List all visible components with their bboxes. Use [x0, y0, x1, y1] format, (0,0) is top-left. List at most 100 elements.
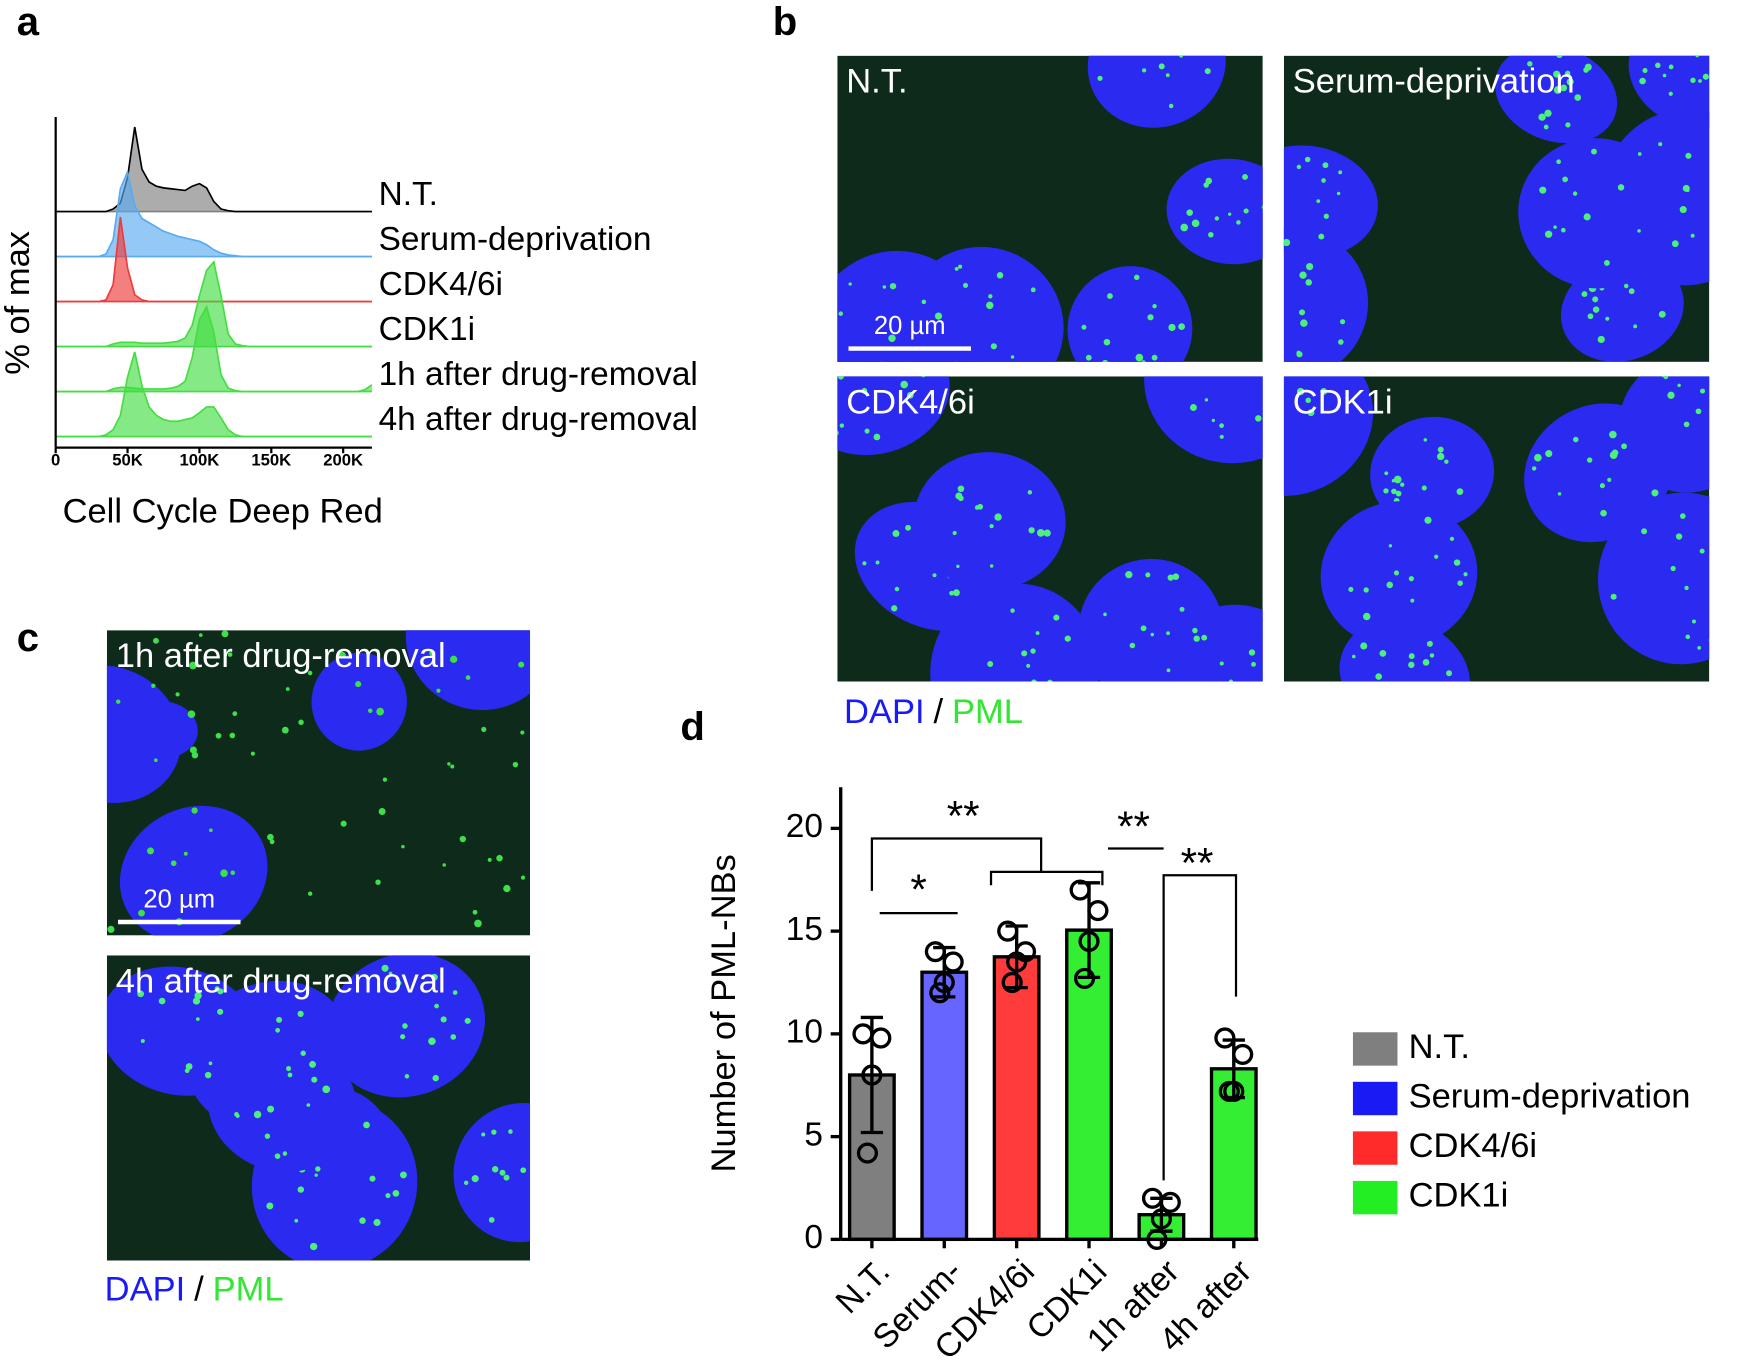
pml-body — [1679, 206, 1687, 214]
pml-body — [340, 820, 347, 827]
pml-body — [1141, 360, 1146, 362]
pml-body — [1393, 570, 1400, 576]
pml-body — [1603, 259, 1610, 266]
pml-body — [1179, 606, 1185, 612]
series-label: CDK1i — [379, 311, 476, 348]
data-point — [1159, 1191, 1181, 1213]
pml-body — [175, 692, 180, 697]
pml-body — [799, 363, 805, 369]
pml-body — [287, 1072, 293, 1078]
pml-body — [1726, 610, 1733, 617]
pml-body — [1388, 544, 1393, 548]
pml-body — [264, 1133, 271, 1139]
pml-body — [1053, 614, 1060, 621]
pml-body — [137, 990, 145, 998]
pml-body — [404, 1074, 410, 1079]
pml-body — [1363, 587, 1369, 593]
pml-body — [442, 863, 446, 867]
pml-body — [1456, 488, 1464, 495]
pml-body — [311, 1076, 318, 1083]
pml-body — [235, 1113, 240, 1119]
pml-body — [253, 1110, 262, 1119]
pml-body — [1340, 319, 1346, 325]
pml-body — [1168, 323, 1176, 332]
ridge-line — [55, 351, 372, 438]
pml-body — [388, 971, 393, 976]
caption-part: DAPI — [105, 1271, 186, 1309]
pml-body — [1191, 219, 1200, 228]
pml-body — [1172, 573, 1180, 581]
pml-body — [932, 573, 937, 578]
pml-body — [429, 650, 436, 657]
caption-part: PML — [952, 693, 1023, 731]
pml-body — [986, 301, 994, 310]
pml-body — [1609, 430, 1617, 439]
pml-body — [891, 605, 898, 612]
pml-body — [1527, 61, 1533, 67]
pml-body — [1133, 274, 1140, 281]
pml-body — [1211, 418, 1216, 423]
data-point — [933, 971, 955, 994]
pml-body — [1081, 324, 1087, 330]
pml-body — [1722, 435, 1727, 440]
image-label: Serum-deprivation — [1293, 63, 1575, 101]
pml-body — [1437, 452, 1445, 461]
nucleus — [1144, 376, 1263, 464]
pml-body — [1248, 649, 1256, 656]
pml-body — [1027, 490, 1033, 495]
pml-body — [1720, 531, 1727, 538]
pml-body — [1179, 55, 1184, 58]
pml-body — [1193, 635, 1200, 642]
pml-body — [1194, 36, 1202, 44]
x-tick-label: 150K — [251, 450, 291, 469]
pml-body — [1691, 619, 1696, 624]
pml-body — [987, 661, 994, 667]
pml-body — [801, 329, 808, 336]
caption-part: / — [194, 1271, 204, 1309]
pml-body — [873, 433, 881, 441]
pml-body — [1064, 635, 1071, 642]
pml-body — [1283, 238, 1291, 247]
pml-body — [1363, 612, 1371, 621]
data-point — [852, 1023, 874, 1045]
x-tick-label: 0 — [51, 450, 60, 469]
pml-body — [1035, 631, 1040, 636]
pml-body — [1229, 679, 1233, 682]
pml-body — [1628, 288, 1635, 295]
pml-body — [338, 651, 346, 659]
pml-body — [952, 530, 957, 536]
pml-body — [1167, 574, 1174, 581]
pml-body — [499, 1169, 506, 1176]
pml-body — [1135, 353, 1144, 362]
pml-body — [557, 1152, 561, 1156]
pml-body — [1266, 169, 1273, 176]
pml-body — [1431, 698, 1437, 704]
pml-body — [796, 322, 801, 327]
pml-body — [996, 272, 1004, 279]
data-point — [1069, 879, 1091, 901]
pml-body — [957, 485, 965, 493]
pml-body — [954, 266, 959, 271]
pml-body — [147, 847, 155, 855]
x-tick-label: 100K — [179, 450, 219, 469]
pml-body — [1272, 644, 1278, 650]
pml-body — [1639, 77, 1646, 85]
pml-body — [830, 395, 837, 402]
pml-body — [314, 1173, 318, 1177]
pml-body — [1236, 220, 1241, 225]
pml-body — [1321, 178, 1326, 183]
pml-body — [1265, 180, 1273, 188]
pml-body — [989, 523, 994, 529]
pml-body — [286, 1065, 292, 1072]
pml-body — [1702, 73, 1709, 80]
pml-body — [900, 380, 909, 389]
pml-body — [1299, 271, 1307, 279]
pml-body — [1677, 383, 1681, 388]
nucleus — [405, 630, 531, 710]
pml-body — [300, 1050, 306, 1056]
image-label: CDK4/6i — [846, 383, 974, 421]
pml-body — [1010, 355, 1015, 359]
pml-body — [990, 343, 997, 350]
pml-body — [1600, 509, 1607, 517]
pml-body — [1271, 249, 1277, 255]
